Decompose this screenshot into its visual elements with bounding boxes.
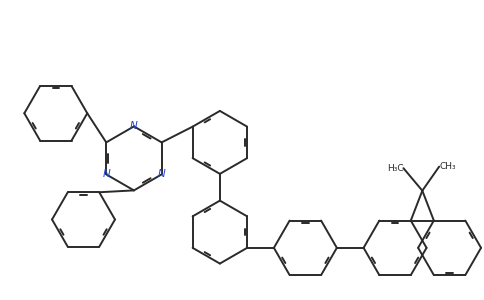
Text: N: N [158, 169, 166, 179]
Text: N: N [130, 122, 138, 131]
Text: H₃C: H₃C [387, 164, 404, 173]
Text: N: N [102, 169, 110, 179]
Text: CH₃: CH₃ [439, 162, 456, 171]
